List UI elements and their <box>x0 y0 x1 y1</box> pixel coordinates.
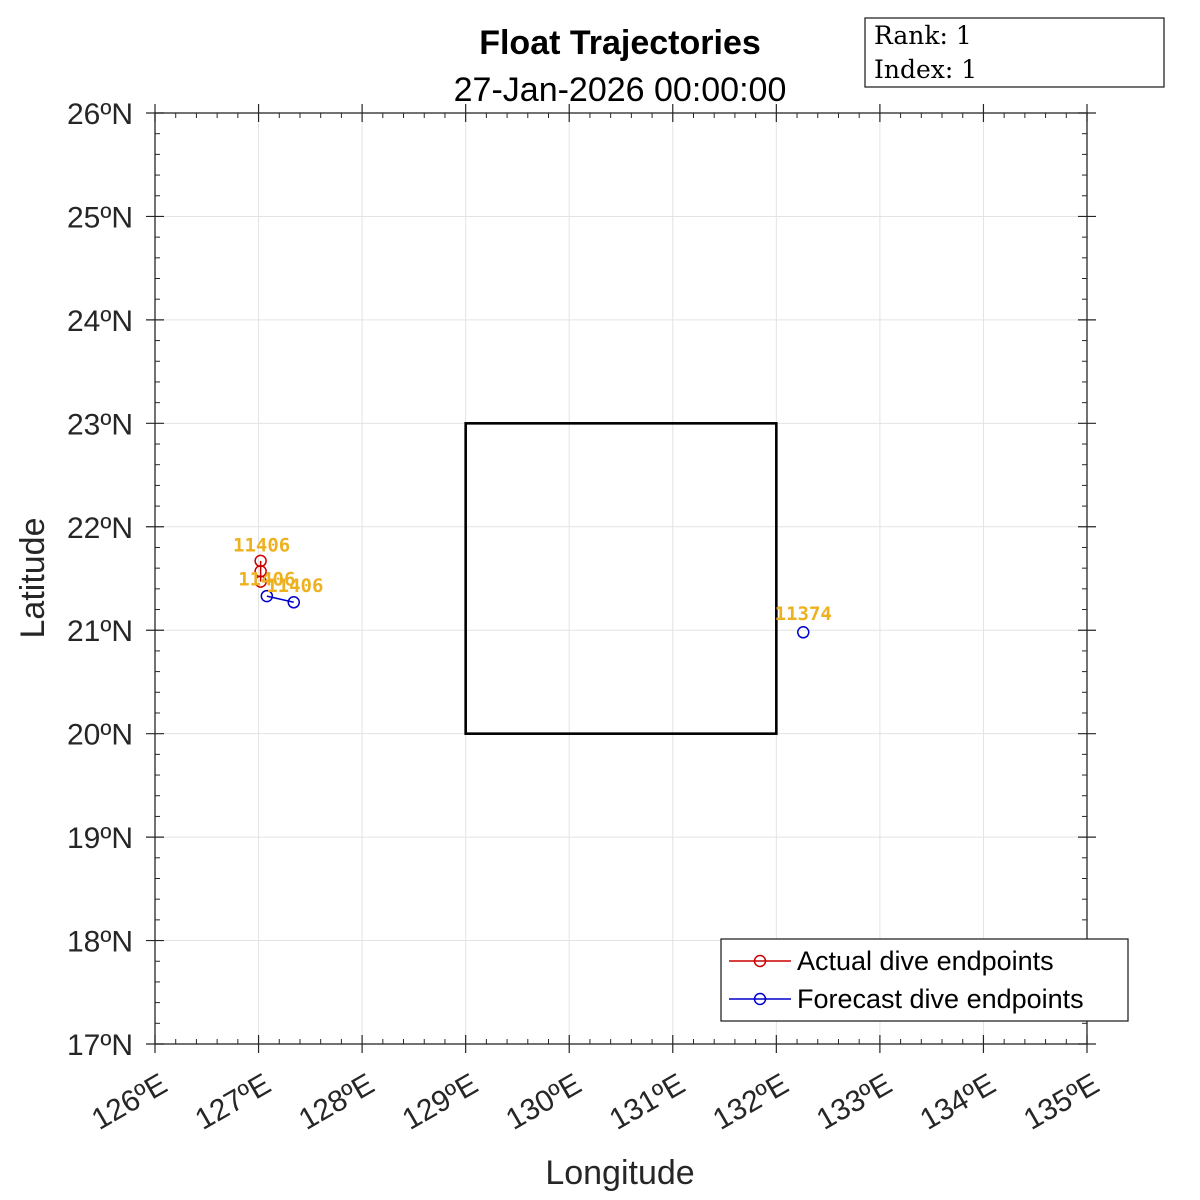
actual-dive-endpoint <box>254 575 267 588</box>
float-id-label: 11406 <box>238 569 295 591</box>
y-tick-label: 17ºN <box>67 1029 133 1062</box>
y-tick-label: 25ºN <box>67 201 133 234</box>
forecast-dive-endpoint <box>260 589 274 603</box>
y-tick-label: 20ºN <box>67 719 133 752</box>
legend-marker-forecast <box>753 992 767 1006</box>
chart-subtitle: 27-Jan-2026 00:00:00 <box>454 71 787 109</box>
forecast-trajectory-line <box>266 595 294 604</box>
y-axis-label: Latitude <box>14 518 52 639</box>
float-id-label: 11374 <box>775 603 832 625</box>
y-tick-label: 23ºN <box>67 408 133 441</box>
legend-frame <box>720 938 1129 1022</box>
legend-label-forecast: Forecast dive endpoints <box>797 984 1084 1014</box>
forecast-dive-endpoint <box>287 596 301 609</box>
info-box-frame <box>864 17 1165 88</box>
info-rank: Rank: 1 <box>874 21 972 50</box>
float-id-label: 11406 <box>266 575 323 597</box>
y-tick-label: 18ºN <box>67 926 133 959</box>
legend-marker-actual <box>753 954 767 968</box>
y-tick-label: 22ºN <box>67 512 133 545</box>
forecast-dive-endpoint <box>797 626 810 639</box>
y-tick-label: 24ºN <box>67 305 133 338</box>
y-tick-label: 26ºN <box>67 98 133 131</box>
y-tick-labels: 17ºN 18ºN 19ºN 20ºN 21ºN 22ºN 23ºN 24ºN 25ºN 26ºN <box>67 98 133 1062</box>
info-index: Index: 1 <box>874 55 977 84</box>
minor-ticks <box>155 113 1087 1044</box>
info-box: Rank: 1 Index: 1 <box>864 17 1165 88</box>
legend-label-actual: Actual dive endpoints <box>797 946 1054 976</box>
chart-title: Float Trajectories <box>479 24 761 62</box>
dive-endpoint-series <box>254 554 810 639</box>
y-tick-label: 21ºN <box>67 615 133 648</box>
axes-frame <box>154 112 1088 1045</box>
x-axis-label: Longitude <box>545 1154 694 1192</box>
y-tick-label: 19ºN <box>67 822 133 855</box>
target-region-box <box>464 422 778 735</box>
legend: Actual dive endpoints Forecast dive endp… <box>720 938 1129 1022</box>
float-id-label: 11406 <box>233 535 290 557</box>
